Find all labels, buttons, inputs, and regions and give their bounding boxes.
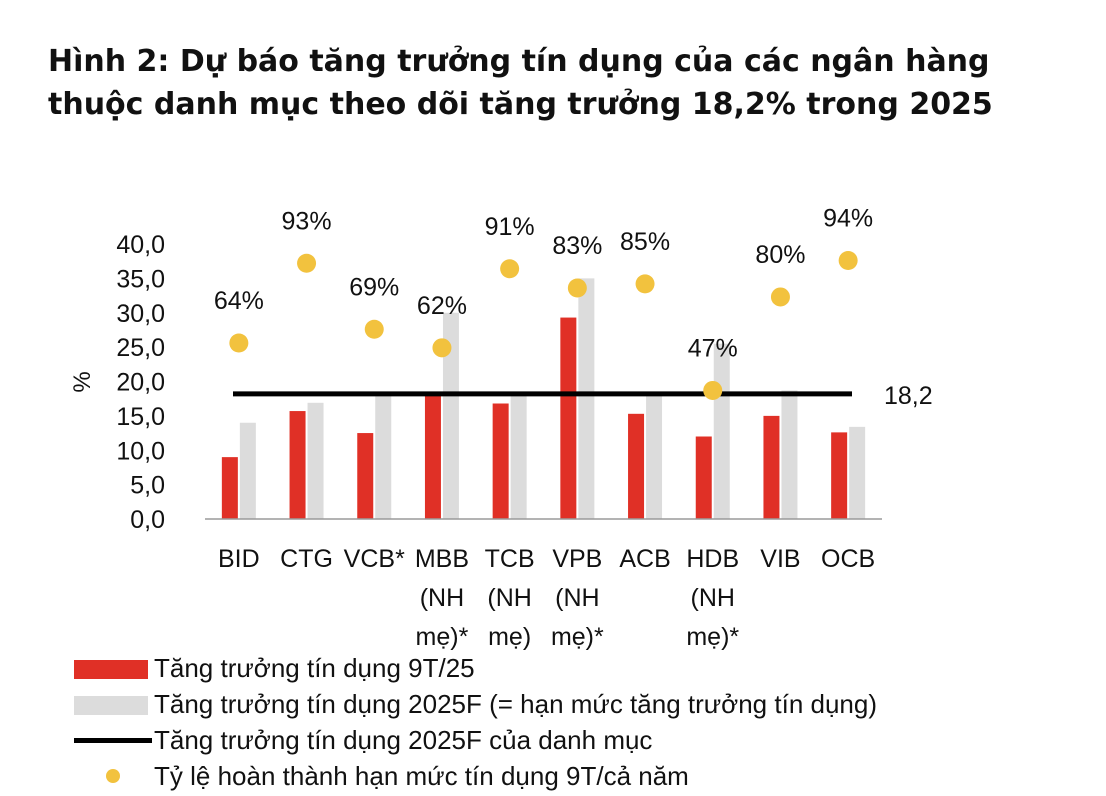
bar-9t25 xyxy=(492,403,509,519)
chart-title-line-1: Hình 2: Dự báo tăng trưởng tín dụng của … xyxy=(48,44,990,79)
x-tick-label: ACB xyxy=(619,545,670,573)
x-tick-label: mẹ) xyxy=(488,623,531,651)
bar-2025f xyxy=(781,390,798,519)
x-tick-label: VIB xyxy=(760,545,800,573)
x-tick-label: VCB* xyxy=(344,545,405,573)
x-tick-label: (NH xyxy=(420,584,464,612)
legend-label-9t25: Tăng trưởng tín dụng 9T/25 xyxy=(154,653,475,683)
y-tick-label: 20,0 xyxy=(116,369,165,397)
completion-label: 85% xyxy=(620,228,670,256)
completion-label: 94% xyxy=(823,205,873,233)
bar-2025f xyxy=(510,391,527,519)
completion-dot xyxy=(567,278,587,298)
legend-swatch-red xyxy=(74,660,148,679)
bar-9t25 xyxy=(424,393,441,519)
bar-2025f xyxy=(849,426,866,519)
x-tick-label: BID xyxy=(218,545,260,573)
completion-dot xyxy=(838,251,858,270)
y-tick-label: 30,0 xyxy=(116,300,165,328)
y-tick-label: 5,0 xyxy=(130,472,165,500)
y-tick-label: 0,0 xyxy=(130,506,165,534)
x-tick-label: mẹ)* xyxy=(416,623,469,651)
completion-label: 93% xyxy=(282,207,332,235)
reference-line-label: 18,2 xyxy=(884,382,933,410)
completion-label: 69% xyxy=(349,273,399,301)
completion-dot xyxy=(297,253,317,273)
bar-2025f xyxy=(239,422,256,519)
y-tick-label: 15,0 xyxy=(116,403,165,431)
x-tick-label: (NH xyxy=(691,584,735,612)
chart-title: Hình 2: Dự báo tăng trưởng tín dụng của … xyxy=(48,40,1048,126)
x-tick-label: (NH xyxy=(487,584,531,612)
completion-dot xyxy=(770,287,790,307)
x-tick-label: MBB xyxy=(415,545,469,573)
completion-label: 83% xyxy=(552,232,602,260)
x-tick-label: HDB xyxy=(686,545,739,573)
legend-label-completion: Tỷ lệ hoàn thành hạn mức tín dụng 9T/cả … xyxy=(154,761,689,791)
legend-swatch-dot xyxy=(106,769,120,783)
x-tick-label: mẹ)* xyxy=(686,623,739,651)
y-tick-label: 10,0 xyxy=(116,437,165,465)
chart-title-line-2: thuộc danh mục theo dõi tăng trưởng 18,2… xyxy=(48,87,993,122)
bar-2025f xyxy=(713,343,730,519)
completion-label: 47% xyxy=(688,334,738,362)
completion-dot xyxy=(229,333,249,353)
completion-dot xyxy=(703,380,723,400)
y-tick-label: 40,0 xyxy=(116,231,165,259)
y-tick-label: 25,0 xyxy=(116,334,165,362)
x-tick-label: OCB xyxy=(821,545,875,573)
legend-swatch-line xyxy=(74,738,152,743)
y-tick-label: 35,0 xyxy=(116,265,165,293)
bar-2025f xyxy=(646,395,663,519)
bar-9t25 xyxy=(763,415,780,519)
x-tick-label: CTG xyxy=(280,545,333,573)
bar-9t25 xyxy=(289,411,306,519)
completion-label: 62% xyxy=(417,292,467,320)
bar-9t25 xyxy=(357,433,374,519)
completion-dot xyxy=(635,274,655,294)
bar-2025f xyxy=(578,278,595,519)
completion-label: 91% xyxy=(485,213,535,241)
completion-dot xyxy=(364,319,384,339)
completion-label: 80% xyxy=(755,241,805,269)
legend-label-portfolio: Tăng trưởng tín dụng 2025F của danh mục xyxy=(154,725,653,755)
x-tick-label: TCB xyxy=(485,545,535,573)
bar-9t25 xyxy=(221,457,238,519)
bar-9t25 xyxy=(628,413,645,519)
x-tick-label: VPB xyxy=(552,545,602,573)
legend-label-2025f: Tăng trưởng tín dụng 2025F (= hạn mức tă… xyxy=(154,689,877,719)
bar-9t25 xyxy=(831,432,848,519)
completion-label: 64% xyxy=(214,287,264,315)
bar-2025f xyxy=(375,393,392,519)
x-tick-label: (NH xyxy=(555,584,599,612)
bar-9t25 xyxy=(695,436,712,519)
bar-9t25 xyxy=(560,317,577,519)
completion-dot xyxy=(432,338,452,358)
y-axis-label: % xyxy=(69,371,96,392)
x-tick-label: mẹ)* xyxy=(551,623,604,651)
legend-swatch-grey xyxy=(74,696,148,715)
completion-dot xyxy=(500,259,520,279)
bar-2025f xyxy=(307,402,324,519)
bar-2025f xyxy=(442,312,459,519)
